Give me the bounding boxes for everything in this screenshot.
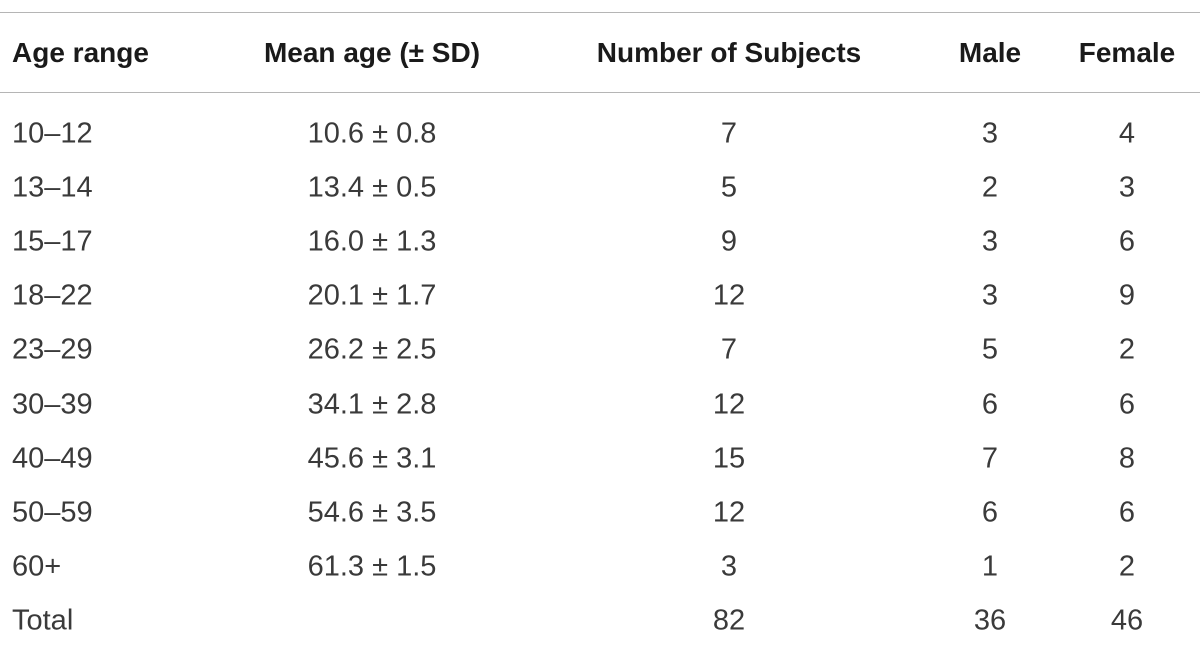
table-cell: 23–29 [12,333,93,366]
header-rule [0,92,1200,93]
table-cell: 2 [1118,550,1136,583]
table-cell: 34.1 ± 2.8 [307,388,437,420]
table-cell: 15–17 [12,225,93,258]
table-cell: 2 [1118,333,1136,366]
table-cell: 6 [1118,388,1136,420]
table-cell: 5 [981,333,999,366]
column-header: Mean age (± SD) [263,37,481,68]
table-cell: 3 [720,550,738,583]
table-cell: 60+ [12,550,62,583]
table-cell: 2 [981,171,999,204]
table-cell: 16.0 ± 1.3 [307,225,437,258]
table-cell: 12 [712,496,746,529]
table-cell: 3 [981,225,999,258]
table-cell: 10.6 ± 0.8 [307,117,437,150]
table-cell: 9 [720,225,738,258]
table-cell: 3 [981,279,999,312]
column-header: Age range [12,37,149,68]
table-cell: 7 [981,442,999,475]
table-cell: 54.6 ± 3.5 [307,496,437,529]
table-cell: 3 [1118,171,1136,204]
table-cell: 3 [981,117,999,150]
table-cell: 15 [712,442,746,475]
table-cell: 6 [981,388,999,420]
table-cell: 6 [981,496,999,529]
table-cell: 1 [981,550,999,583]
table-cell: 18–22 [12,279,93,312]
table-cell: 30–39 [12,388,93,420]
table-cell: 26.2 ± 2.5 [307,333,437,366]
total-label: Total [12,604,74,637]
table-cell: 5 [720,171,738,204]
table-cell: 45.6 ± 3.1 [307,442,437,475]
table-cell: 6 [1118,225,1136,258]
top-rule [0,12,1200,13]
column-header: Number of Subjects [596,37,862,68]
table-cell: 7 [720,333,738,366]
table-cell: 7 [720,117,738,150]
table-cell: 12 [712,388,746,420]
total-cell: 46 [1110,604,1144,637]
table-cell: 8 [1118,442,1136,475]
table-cell: 6 [1118,496,1136,529]
table-cell: 50–59 [12,496,93,529]
column-header: Male [958,37,1022,68]
total-cell: 82 [712,604,746,637]
table-cell: 4 [1118,117,1136,150]
column-header: Female [1078,37,1176,68]
table-cell: 9 [1118,279,1136,312]
table-cell: 40–49 [12,442,93,475]
table-cell: 13–14 [12,171,93,204]
table-cell: 61.3 ± 1.5 [307,550,437,583]
total-cell: 36 [973,604,1007,637]
table-cell: 20.1 ± 1.7 [307,279,437,312]
table-cell: 12 [712,279,746,312]
table-cell: 10–12 [12,117,93,150]
table-cell: 13.4 ± 0.5 [307,171,437,204]
